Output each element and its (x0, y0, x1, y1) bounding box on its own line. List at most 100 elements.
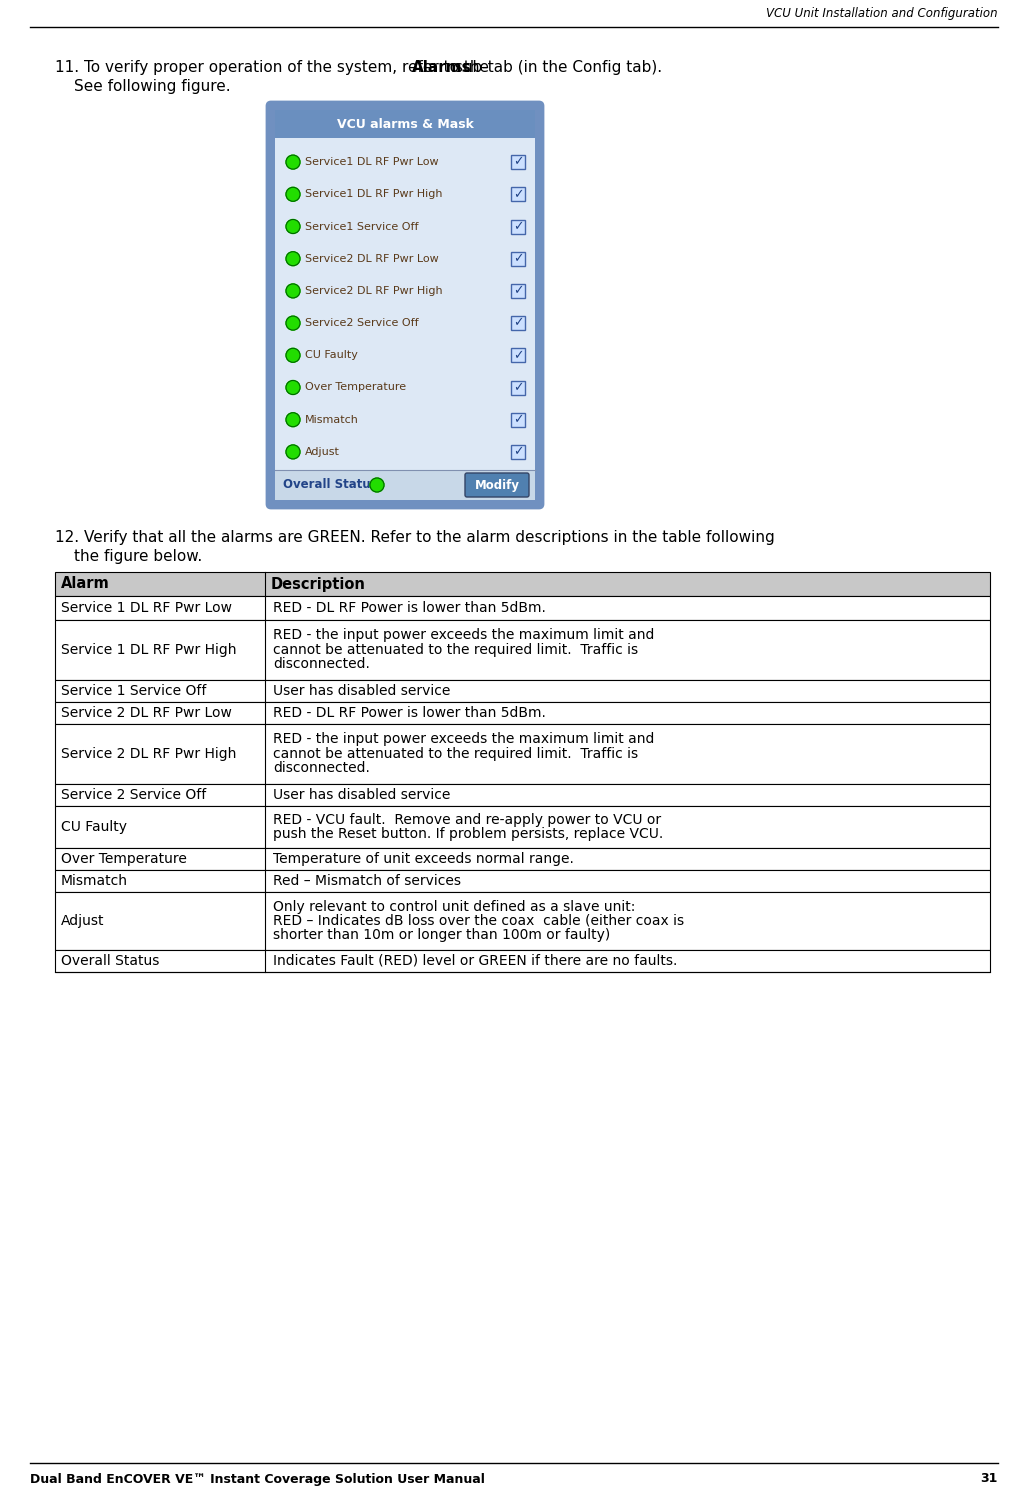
Text: RED - the input power exceeds the maximum limit and: RED - the input power exceeds the maximu… (273, 733, 655, 746)
Text: RED - DL RF Power is lower than 5dBm.: RED - DL RF Power is lower than 5dBm. (273, 601, 546, 614)
Text: Alarms: Alarms (412, 60, 472, 75)
FancyBboxPatch shape (56, 597, 990, 620)
Text: sub-tab (in the Config tab).: sub-tab (in the Config tab). (450, 60, 662, 75)
Text: Dual Band EnCOVER VE™ Instant Coverage Solution User Manual: Dual Band EnCOVER VE™ Instant Coverage S… (30, 1473, 485, 1486)
Text: Mismatch: Mismatch (305, 414, 359, 425)
FancyBboxPatch shape (56, 703, 990, 724)
Text: ✓: ✓ (513, 188, 523, 200)
Text: Service 1 Service Off: Service 1 Service Off (61, 685, 207, 698)
FancyBboxPatch shape (511, 381, 525, 395)
Text: RED - the input power exceeds the maximum limit and: RED - the input power exceeds the maximu… (273, 628, 655, 643)
Circle shape (370, 478, 384, 492)
Text: Description: Description (271, 577, 366, 592)
Text: ✓: ✓ (513, 381, 523, 395)
FancyBboxPatch shape (511, 413, 525, 426)
Text: ✓: ✓ (513, 220, 523, 233)
FancyBboxPatch shape (511, 315, 525, 330)
Text: RED - DL RF Power is lower than 5dBm.: RED - DL RF Power is lower than 5dBm. (273, 706, 546, 721)
Circle shape (286, 381, 300, 395)
Text: User has disabled service: User has disabled service (273, 788, 450, 801)
Text: RED – Indicates dB loss over the coax  cable (either coax is: RED – Indicates dB loss over the coax ca… (273, 913, 684, 928)
Text: Only relevant to control unit defined as a slave unit:: Only relevant to control unit defined as… (273, 900, 635, 913)
Text: disconnected.: disconnected. (273, 658, 370, 671)
Text: shorter than 10m or longer than 100m or faulty): shorter than 10m or longer than 100m or … (273, 928, 611, 942)
Text: Over Temperature: Over Temperature (305, 383, 406, 393)
Text: VCU alarms & Mask: VCU alarms & Mask (336, 118, 474, 130)
FancyBboxPatch shape (56, 724, 990, 783)
FancyBboxPatch shape (511, 155, 525, 169)
Text: Service 2 DL RF Pwr High: Service 2 DL RF Pwr High (61, 748, 236, 761)
FancyBboxPatch shape (56, 949, 990, 972)
Circle shape (286, 413, 300, 426)
Text: the figure below.: the figure below. (74, 549, 203, 564)
FancyBboxPatch shape (465, 472, 529, 496)
Text: cannot be attenuated to the required limit.  Traffic is: cannot be attenuated to the required lim… (273, 643, 638, 656)
Text: ✓: ✓ (513, 413, 523, 426)
Text: 12. Verify that all the alarms are GREEN. Refer to the alarm descriptions in the: 12. Verify that all the alarms are GREEN… (56, 531, 775, 546)
Text: Service2 Service Off: Service2 Service Off (305, 318, 418, 327)
FancyBboxPatch shape (511, 446, 525, 459)
Text: See following figure.: See following figure. (74, 79, 230, 94)
FancyBboxPatch shape (56, 680, 990, 703)
Text: Overall Status: Overall Status (283, 478, 377, 492)
Text: ✓: ✓ (513, 253, 523, 265)
FancyBboxPatch shape (511, 220, 525, 233)
Text: Overall Status: Overall Status (61, 954, 159, 967)
Circle shape (286, 187, 300, 202)
Text: User has disabled service: User has disabled service (273, 685, 450, 698)
FancyBboxPatch shape (511, 348, 525, 362)
FancyBboxPatch shape (56, 620, 990, 680)
Text: Service 2 Service Off: Service 2 Service Off (61, 788, 207, 801)
Text: Indicates Fault (RED) level or GREEN if there are no faults.: Indicates Fault (RED) level or GREEN if … (273, 954, 677, 967)
Text: ✓: ✓ (513, 317, 523, 329)
Text: cannot be attenuated to the required limit.  Traffic is: cannot be attenuated to the required lim… (273, 748, 638, 761)
FancyBboxPatch shape (56, 848, 990, 870)
FancyBboxPatch shape (276, 469, 535, 499)
Text: RED - VCU fault.  Remove and re-apply power to VCU or: RED - VCU fault. Remove and re-apply pow… (273, 813, 661, 827)
Circle shape (286, 348, 300, 362)
Circle shape (286, 155, 300, 169)
Text: CU Faulty: CU Faulty (305, 350, 358, 360)
FancyBboxPatch shape (56, 870, 990, 893)
Circle shape (286, 251, 300, 266)
Text: disconnected.: disconnected. (273, 761, 370, 776)
Text: ✓: ✓ (513, 348, 523, 362)
Text: ✓: ✓ (513, 446, 523, 459)
Text: Mismatch: Mismatch (61, 875, 128, 888)
Text: Service1 DL RF Pwr Low: Service1 DL RF Pwr Low (305, 157, 439, 167)
FancyBboxPatch shape (56, 783, 990, 806)
FancyBboxPatch shape (56, 806, 990, 848)
Text: Alarm: Alarm (61, 577, 110, 592)
Text: Service 2 DL RF Pwr Low: Service 2 DL RF Pwr Low (61, 706, 232, 721)
FancyBboxPatch shape (276, 111, 535, 138)
Text: Service1 DL RF Pwr High: Service1 DL RF Pwr High (305, 190, 442, 199)
Text: push the Reset button. If problem persists, replace VCU.: push the Reset button. If problem persis… (273, 827, 663, 842)
FancyBboxPatch shape (511, 187, 525, 202)
FancyBboxPatch shape (276, 138, 535, 469)
Circle shape (286, 315, 300, 330)
Text: ✓: ✓ (513, 284, 523, 298)
Text: Service2 DL RF Pwr Low: Service2 DL RF Pwr Low (305, 254, 439, 263)
Text: Adjust: Adjust (61, 913, 105, 928)
Text: Service 1 DL RF Pwr Low: Service 1 DL RF Pwr Low (61, 601, 232, 614)
Text: CU Faulty: CU Faulty (61, 819, 127, 834)
FancyBboxPatch shape (56, 573, 990, 597)
Text: Red – Mismatch of services: Red – Mismatch of services (273, 875, 461, 888)
Text: Service1 Service Off: Service1 Service Off (305, 221, 418, 232)
FancyBboxPatch shape (511, 251, 525, 266)
Text: 31: 31 (981, 1473, 998, 1486)
Text: Adjust: Adjust (305, 447, 340, 457)
Text: Temperature of unit exceeds normal range.: Temperature of unit exceeds normal range… (273, 852, 574, 866)
Text: VCU Unit Installation and Configuration: VCU Unit Installation and Configuration (767, 6, 998, 19)
FancyBboxPatch shape (56, 893, 990, 949)
Text: Over Temperature: Over Temperature (61, 852, 187, 866)
Circle shape (286, 284, 300, 298)
Circle shape (286, 220, 300, 233)
Text: 11. To verify proper operation of the system, refer to the: 11. To verify proper operation of the sy… (56, 60, 493, 75)
Circle shape (286, 446, 300, 459)
FancyBboxPatch shape (511, 284, 525, 298)
Text: Modify: Modify (475, 478, 519, 492)
FancyBboxPatch shape (267, 102, 543, 508)
Text: ✓: ✓ (513, 155, 523, 169)
Text: Service2 DL RF Pwr High: Service2 DL RF Pwr High (305, 286, 443, 296)
